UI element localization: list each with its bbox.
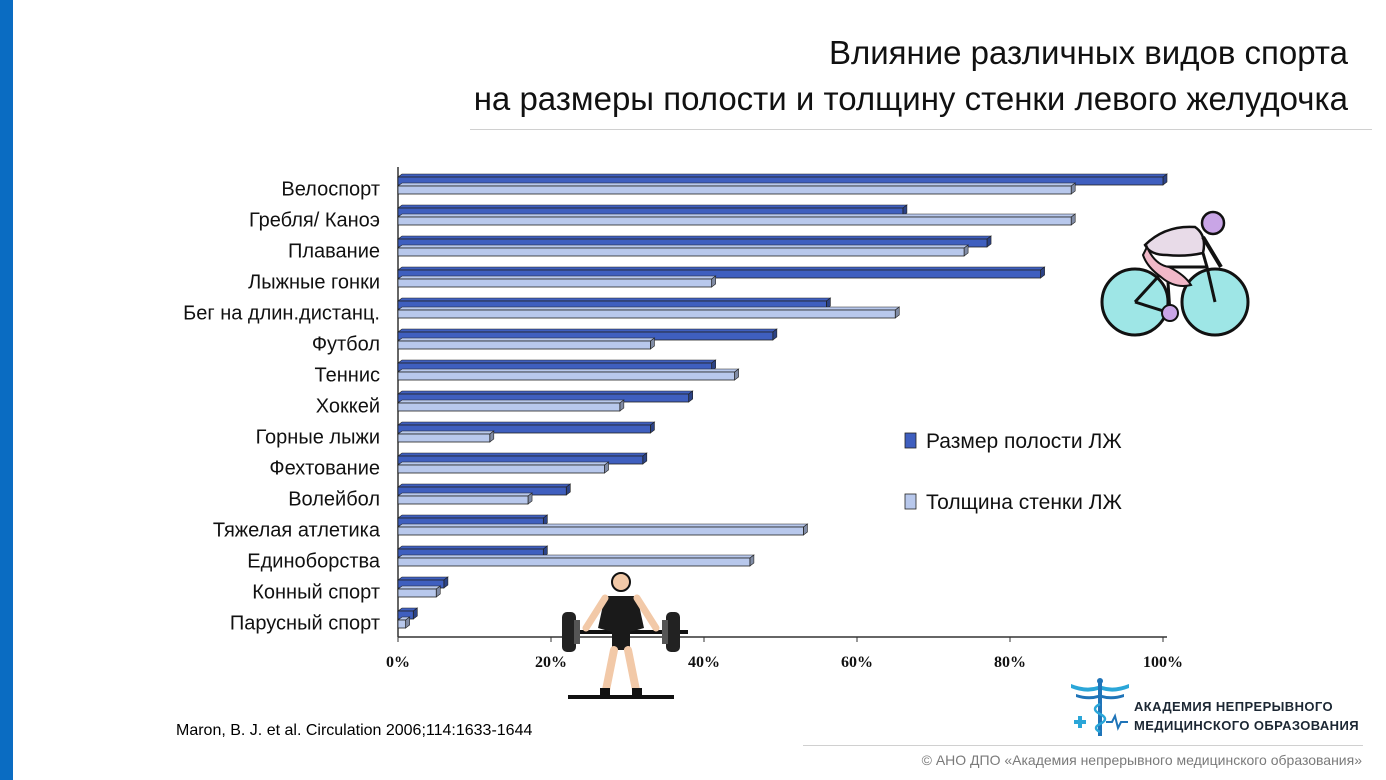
bar-cavity-9 bbox=[397, 452, 648, 465]
bar-cavity-0 bbox=[397, 173, 1168, 186]
bar-cavity-7 bbox=[397, 390, 694, 403]
accent-stripe bbox=[0, 0, 13, 780]
bar-wall-12 bbox=[397, 554, 755, 567]
x-tick-labels: 0% 20% 40% 60% 80% 100% bbox=[386, 637, 1183, 671]
x-tick-label: 20% bbox=[535, 654, 567, 671]
category-label: Бег на длин.дистанц. bbox=[183, 303, 380, 325]
footer-copyright: © АНО ДПО «Академия непрерывного медицин… bbox=[921, 752, 1362, 768]
category-label: Горные лыжи bbox=[256, 427, 380, 449]
category-label: Гребля/ Каноэ bbox=[249, 210, 380, 232]
cyclist-illustration bbox=[1100, 210, 1250, 337]
category-label: Лыжные гонки bbox=[248, 272, 380, 294]
bar-wall-9 bbox=[397, 461, 610, 474]
weightlifter-illustration bbox=[562, 572, 688, 699]
legend-label: Размер полости ЛЖ bbox=[926, 430, 1122, 453]
category-labels: Велоспорт Гребля/ Каноэ Плавание Лыжные гон… bbox=[183, 179, 381, 635]
bar-wall-10 bbox=[397, 492, 533, 505]
chart-bars bbox=[397, 173, 1168, 629]
bar-cavity-8 bbox=[397, 421, 656, 434]
category-label: Конный спорт bbox=[252, 582, 380, 604]
category-label: Хоккей bbox=[316, 396, 380, 418]
category-label: Волейбол bbox=[288, 489, 380, 511]
bar-wall-7 bbox=[397, 399, 625, 412]
bar-wall-8 bbox=[397, 430, 495, 443]
category-label: Единоборства bbox=[247, 551, 381, 573]
bar-wall-2 bbox=[397, 244, 969, 257]
bar-wall-6 bbox=[397, 368, 740, 381]
x-tick-label: 60% bbox=[841, 654, 873, 671]
bar-wall-1 bbox=[397, 213, 1077, 226]
x-tick-label: 80% bbox=[994, 654, 1026, 671]
legend-swatch bbox=[904, 493, 917, 510]
logo-line-1: АКАДЕМИЯ НЕПРЕРЫВНОГО bbox=[1134, 699, 1333, 714]
slide-title: Влияние различных видов спорта на размер… bbox=[474, 30, 1348, 122]
bar-wall-5 bbox=[397, 337, 656, 350]
citation: Maron, B. J. et al. Circulation 2006;114… bbox=[176, 722, 533, 739]
title-divider bbox=[470, 129, 1372, 130]
category-label: Велоспорт bbox=[281, 179, 380, 201]
legend-swatch bbox=[904, 432, 917, 449]
category-label: Тяжелая атлетика bbox=[213, 520, 381, 542]
title-line-2: на размеры полости и толщину стенки лево… bbox=[473, 80, 1348, 117]
bar-wall-14 bbox=[397, 616, 411, 629]
category-label: Футбол bbox=[312, 334, 380, 356]
legend-label: Толщина стенки ЛЖ bbox=[926, 491, 1122, 514]
category-label: Плавание bbox=[288, 241, 380, 263]
category-label: Теннис bbox=[315, 365, 380, 387]
bar-wall-0 bbox=[397, 182, 1077, 195]
chart-legend: Размер полости ЛЖ Толщина стенки ЛЖ bbox=[904, 430, 1122, 514]
category-label: Парусный спорт bbox=[230, 613, 380, 635]
logo-text: АКАДЕМИЯ НЕПРЕРЫВНОГО МЕДИЦИНСКОГО ОБРАЗ… bbox=[1134, 697, 1359, 735]
bar-wall-13 bbox=[397, 585, 442, 598]
medical-caduceus-logo bbox=[1071, 678, 1129, 736]
title-line-1: Влияние различных видов спорта bbox=[828, 34, 1348, 71]
logo-line-2: МЕДИЦИНСКОГО ОБРАЗОВАНИЯ bbox=[1134, 718, 1359, 733]
bar-cavity-5 bbox=[397, 328, 778, 341]
bar-cavity-6 bbox=[397, 359, 717, 372]
x-tick-label: 0% bbox=[386, 654, 410, 671]
x-tick-label: 40% bbox=[688, 654, 720, 671]
category-label: Фехтование bbox=[269, 458, 380, 480]
bar-cavity-14 bbox=[397, 607, 419, 620]
bar-cavity-3 bbox=[397, 266, 1046, 279]
footer-divider bbox=[803, 745, 1363, 746]
bar-wall-4 bbox=[397, 306, 901, 319]
bar-cavity-2 bbox=[397, 235, 992, 248]
bar-wall-11 bbox=[397, 523, 809, 536]
x-tick-label: 100% bbox=[1143, 654, 1183, 671]
bar-wall-3 bbox=[397, 275, 717, 288]
